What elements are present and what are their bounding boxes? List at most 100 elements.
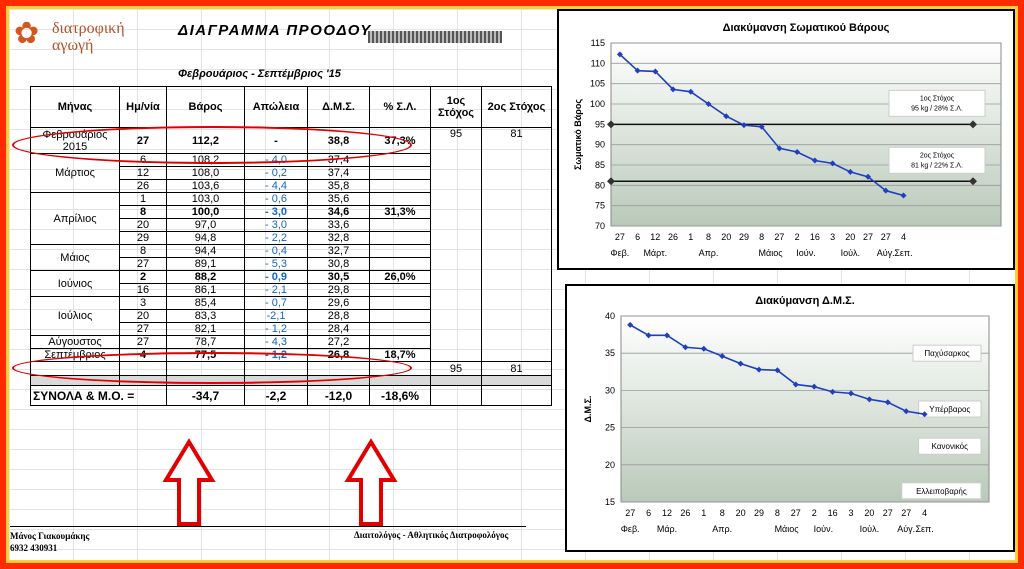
data-point: [670, 86, 677, 93]
data-point: [811, 383, 818, 390]
cell-bmi: 29,8: [307, 283, 370, 297]
cell-loss: - 0,2: [244, 166, 308, 180]
cell-day: 8: [119, 205, 167, 219]
cell-day: 16: [119, 283, 167, 297]
bmi-chart-box: Διακύμανση Δ.Μ.Σ. 15 20 25 30 35 40 Δ.Μ.Σ. 27 6 12…: [565, 284, 1015, 552]
annotation-title: 1ος Στόχος: [920, 94, 955, 102]
data-point: [921, 411, 928, 418]
data-point: [719, 353, 726, 360]
data-point: [811, 157, 818, 164]
cell-goal-2: [481, 231, 552, 245]
weight-chart-box: Διακύμανση Σωματικού Βάρους 70 75 80 85 90 95 1…: [557, 9, 1015, 270]
x-tick-label: 20: [864, 508, 874, 518]
table-row: 29 94,8- 2,2 32,8: [31, 231, 552, 245]
x-month-label: Ιούν.: [796, 248, 815, 258]
cell-loss: - 3,0: [244, 218, 308, 232]
cell-goal-1: [430, 231, 482, 245]
x-tick-label: 26: [680, 508, 690, 518]
cell-weight: 78,7: [166, 335, 245, 349]
x-tick-label: 27: [883, 508, 893, 518]
data-point: [792, 381, 799, 388]
header-month: Μήνας: [30, 86, 120, 128]
up-arrow-icon-weight: [162, 438, 216, 526]
cell-separator: [481, 375, 552, 386]
cell-goal-1: [430, 218, 482, 232]
annotation-box: [888, 89, 986, 117]
data-point: [756, 366, 762, 373]
highlight-oval-first: [12, 126, 412, 164]
cell-loss: - 3,0: [244, 205, 308, 219]
x-tick-label: 12: [662, 508, 672, 518]
cell-goal-1: [430, 335, 482, 349]
x-tick-label: 12: [650, 232, 660, 242]
y-tick-label: 75: [595, 201, 605, 211]
cell-month: Ιούνιος: [30, 270, 120, 297]
chart-title: Διακύμανση Σωματικού Βάρους: [723, 22, 890, 34]
annotation-box: [888, 146, 986, 174]
band-box: [901, 482, 982, 500]
cell-loss: - 0,6: [244, 192, 308, 206]
cell-weight: 88,2: [166, 270, 245, 284]
cell-pct: [369, 192, 431, 206]
cell-goal-1: [430, 153, 482, 167]
cell-goal-2: [481, 270, 552, 284]
highlight-oval-last: [12, 352, 412, 384]
x-month-label: Ιούλ.: [860, 524, 879, 534]
cell-month: Ιούλιος: [30, 296, 120, 336]
y-tick-label: 90: [595, 140, 605, 150]
cell-bmi: 32,8: [307, 231, 370, 245]
cell-pct: [369, 309, 431, 323]
band-label: Ελλειποβαρής: [916, 487, 967, 496]
x-tick-label: 4: [901, 232, 906, 242]
data-point: [903, 408, 910, 415]
cell-goal-2: [481, 244, 552, 258]
x-tick-label: 16: [810, 232, 820, 242]
cell-weight: 97,0: [166, 218, 245, 232]
y-tick-label: 15: [605, 497, 615, 507]
x-month-label: Φεβ.: [610, 248, 629, 258]
annotation-title: 2ος Στόχος: [920, 151, 955, 159]
cell-pct: [369, 335, 431, 349]
cell-weight: 86,1: [166, 283, 245, 297]
cell-goal-1: 95: [430, 127, 482, 154]
totals-pct: -18,6%: [369, 385, 431, 406]
cell-goal-2: 81: [481, 127, 552, 154]
header-date: Ημ/νία: [119, 86, 167, 128]
cell-pct: [369, 231, 431, 245]
cell-weight: 94,4: [166, 244, 245, 258]
data-point: [652, 68, 659, 75]
cell-loss: - 2,1: [244, 283, 308, 297]
data-point: [847, 168, 854, 175]
cell-pct: 31,3%: [369, 205, 431, 219]
cell-day: 27: [119, 322, 167, 336]
data-point: [776, 145, 783, 152]
data-point: [774, 367, 781, 374]
data-point: [900, 192, 907, 199]
redacted-name: [368, 31, 502, 43]
cell-goal-2: [481, 309, 552, 323]
x-tick-label: 27: [881, 232, 891, 242]
totals-label: ΣΥΝΟΛΑ & Μ.Ο. =: [30, 385, 167, 406]
x-month-label: Φεβ.: [621, 524, 640, 534]
cell-loss: -2,1: [244, 309, 308, 323]
y-tick-label: 80: [595, 180, 605, 190]
data-point: [758, 123, 765, 130]
cell-day: 3: [119, 296, 167, 310]
cell-pct: [369, 244, 431, 258]
up-arrow-icon-fat: [344, 438, 398, 526]
data-point: [740, 122, 747, 129]
cell-bmi: 32,7: [307, 244, 370, 258]
x-tick-label: 26: [668, 232, 678, 242]
cell-bmi: 35,8: [307, 179, 370, 193]
cell-goal-1: [430, 309, 482, 323]
cell-pct: [369, 296, 431, 310]
x-tick-label: 6: [635, 232, 640, 242]
data-point: [865, 173, 872, 180]
cell-goal-1: [430, 348, 482, 362]
data-point: [829, 388, 836, 395]
x-month-label: Ιούν.: [814, 524, 833, 534]
cell-loss: - 4,4: [244, 179, 308, 193]
cell-day: 29: [119, 231, 167, 245]
x-month-label: Μάρ.: [657, 524, 677, 534]
x-month-label: Ιούλ.: [841, 248, 860, 258]
